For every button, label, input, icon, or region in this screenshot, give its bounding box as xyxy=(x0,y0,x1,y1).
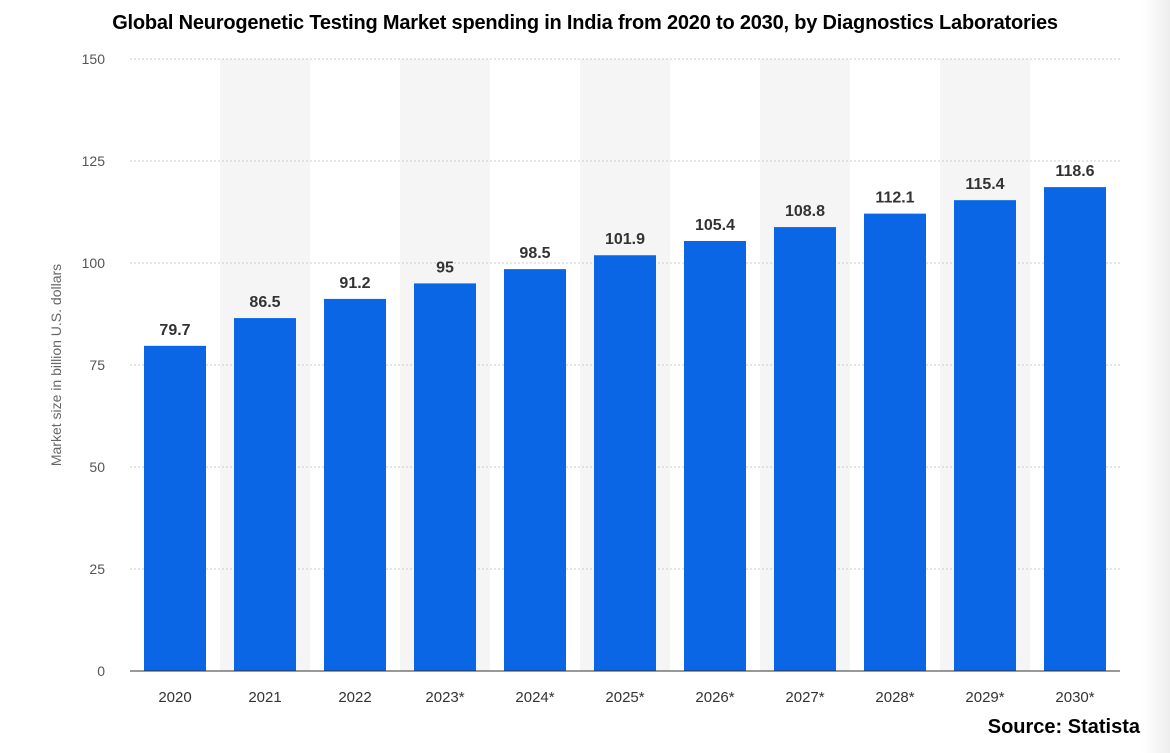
x-tick-label: 2021 xyxy=(248,689,281,706)
x-tick-label: 2020 xyxy=(158,689,191,706)
data-labels: 79.7 86.5 91.2 95 98.5 101.9 105.4 108.8 112.1 11… xyxy=(159,163,1094,339)
x-tick-label: 2024* xyxy=(515,689,554,706)
edge-shadow xyxy=(1142,0,1170,753)
data-label: 112.1 xyxy=(875,190,914,207)
y-tick-label: 75 xyxy=(89,357,105,373)
y-tick-label: 50 xyxy=(89,459,105,475)
x-tick-label: 2023* xyxy=(425,689,464,706)
y-tick-label: 25 xyxy=(89,561,105,577)
data-label: 91.2 xyxy=(339,275,370,292)
data-label: 86.5 xyxy=(249,294,280,311)
x-tick-label: 2022 xyxy=(338,689,371,706)
bar xyxy=(1044,187,1106,671)
x-tick-label: 2030* xyxy=(1055,689,1094,706)
bar xyxy=(864,213,926,671)
bar xyxy=(774,227,836,671)
y-tick-label: 125 xyxy=(82,153,106,169)
x-axis-ticks: 2020 2021 2022 2023* 2024* 2025* 2026* 2027* 202… xyxy=(158,689,1094,706)
data-label: 98.5 xyxy=(519,245,550,262)
bar xyxy=(594,255,656,672)
bars xyxy=(144,187,1106,672)
x-tick-label: 2029* xyxy=(965,689,1004,706)
data-label: 115.4 xyxy=(965,176,1004,193)
x-tick-label: 2027* xyxy=(785,689,824,706)
y-axis-label: Market size in billion U.S. dollars xyxy=(48,264,64,466)
y-tick-label: 150 xyxy=(82,51,106,67)
source-label: Source: Statista xyxy=(987,716,1140,738)
bar xyxy=(504,269,566,671)
x-tick-label: 2025* xyxy=(605,689,644,706)
bar xyxy=(954,200,1016,671)
bar xyxy=(684,240,746,671)
y-tick-label: 0 xyxy=(97,663,105,679)
y-axis-ticks: 0 25 50 75 100 125 150 xyxy=(82,51,106,679)
chart-title: Global Neurogenetic Testing Market spend… xyxy=(112,12,1058,34)
x-tick-label: 2028* xyxy=(875,689,914,706)
bar xyxy=(234,318,296,671)
bar xyxy=(324,298,386,671)
bar xyxy=(414,283,476,671)
data-label: 105.4 xyxy=(695,217,735,234)
bar xyxy=(144,345,206,671)
x-tick-label: 2026* xyxy=(695,689,734,706)
data-label: 79.7 xyxy=(159,322,190,339)
data-label: 108.8 xyxy=(785,203,825,220)
data-label: 101.9 xyxy=(605,231,645,248)
data-label: 95 xyxy=(436,259,454,276)
y-tick-label: 100 xyxy=(82,255,106,271)
data-label: 118.6 xyxy=(1055,163,1094,180)
